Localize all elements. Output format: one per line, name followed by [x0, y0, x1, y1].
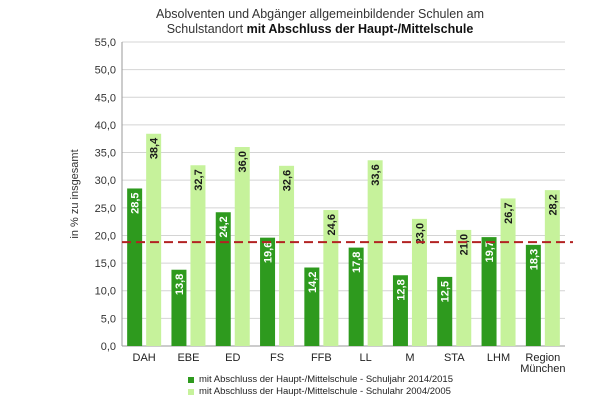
data-label: 28,5 — [130, 192, 142, 213]
bar-2014-15 — [304, 267, 320, 346]
data-label: 32,7 — [193, 169, 205, 190]
x-tick-label: DAH — [133, 352, 156, 364]
bar-2014-15 — [392, 275, 408, 346]
data-label: 28,2 — [547, 194, 559, 215]
x-tick-label: LHM — [487, 352, 510, 364]
bar-2004-05 — [456, 229, 472, 346]
bar-2014-15 — [348, 247, 364, 346]
bar-2004-05 — [500, 198, 516, 346]
data-label: 33,6 — [370, 164, 382, 185]
data-label: 21,0 — [459, 234, 471, 255]
y-tick-label: 0,0 — [101, 341, 116, 353]
legend-item-2: mit Abschluss der Haupt-/Mittelschule - … — [188, 386, 453, 398]
data-label: 24,2 — [218, 216, 230, 237]
y-tick-label: 25,0 — [95, 203, 116, 215]
bar-2014-15 — [525, 244, 541, 346]
x-tick-label: LL — [360, 352, 372, 364]
chart-title-bold: mit Abschluss der Haupt-/Mittelschule — [246, 22, 474, 36]
bar-2014-15 — [171, 269, 187, 346]
data-label: 13,8 — [174, 274, 186, 295]
legend: mit Abschluss der Haupt-/Mittelschule - … — [188, 374, 453, 398]
y-tick-label: 5,0 — [101, 313, 116, 325]
y-tick-label: 30,0 — [95, 175, 116, 187]
x-tick-label: STA — [444, 352, 465, 364]
x-tick-label: München — [520, 363, 565, 375]
y-tick-label: 40,0 — [95, 120, 116, 132]
bar-2014-15 — [127, 188, 143, 346]
x-tick-label: EBE — [177, 352, 199, 364]
chart-title-line1: Absolventen und Abgänger allgemeinbilden… — [155, 7, 484, 21]
x-tick-label: FS — [270, 352, 284, 364]
legend-label-1: mit Abschluss der Haupt-/Mittelschule - … — [199, 374, 453, 385]
x-tick-label: ED — [225, 352, 240, 364]
x-tick-label: M — [405, 352, 414, 364]
bar-2004-05 — [323, 210, 339, 346]
data-label: 12,5 — [440, 281, 452, 302]
data-label: 19,6 — [263, 242, 275, 263]
y-tick-label: 55,0 — [95, 37, 116, 49]
data-label: 18,3 — [528, 249, 540, 270]
x-tick-label: Region — [525, 352, 560, 364]
data-label: 23,0 — [414, 223, 426, 244]
data-label: 38,4 — [149, 137, 161, 159]
bar-2014-15 — [437, 276, 453, 346]
bar-2004-05 — [234, 147, 250, 346]
chart-title-line2: Schulstandort mit Abschluss der Haupt-/M… — [130, 22, 510, 37]
legend-swatch-2 — [188, 389, 194, 395]
y-tick-label: 35,0 — [95, 148, 116, 160]
data-label: 12,8 — [395, 279, 407, 300]
chart-title: Absolventen und Abgänger allgemeinbilden… — [130, 7, 510, 37]
bar-2004-05 — [190, 165, 206, 346]
y-tick-label: 50,0 — [95, 65, 116, 77]
data-label: 17,8 — [351, 252, 363, 273]
legend-item-1: mit Abschluss der Haupt-/Mittelschule - … — [188, 374, 453, 386]
bar-2004-05 — [279, 165, 295, 346]
data-label: 32,6 — [282, 170, 294, 191]
bar-2004-05 — [411, 218, 427, 346]
data-label: 24,6 — [326, 214, 338, 235]
x-tick-label: FFB — [311, 352, 332, 364]
y-axis-label: in % zu insgesamt — [69, 149, 81, 238]
data-label: 36,0 — [237, 151, 249, 172]
data-label: 19,7 — [484, 241, 496, 262]
y-tick-label: 20,0 — [95, 230, 116, 242]
y-tick-label: 45,0 — [95, 92, 116, 104]
y-tick-label: 15,0 — [95, 258, 116, 270]
chart-title-plain: Schulstandort — [166, 22, 244, 36]
bar-2004-05 — [544, 190, 560, 346]
data-label: 14,2 — [307, 272, 319, 293]
bar-2014-15 — [215, 212, 231, 346]
legend-swatch-1 — [188, 377, 194, 383]
bar-2014-15 — [481, 237, 497, 346]
data-label: 26,7 — [503, 202, 515, 223]
bar-2004-05 — [367, 160, 383, 346]
bar-2004-05 — [146, 133, 162, 346]
bar-2014-15 — [260, 237, 276, 346]
y-tick-label: 10,0 — [95, 286, 116, 298]
legend-label-2: mit Abschluss der Haupt-/Mittelschule - … — [199, 386, 451, 397]
